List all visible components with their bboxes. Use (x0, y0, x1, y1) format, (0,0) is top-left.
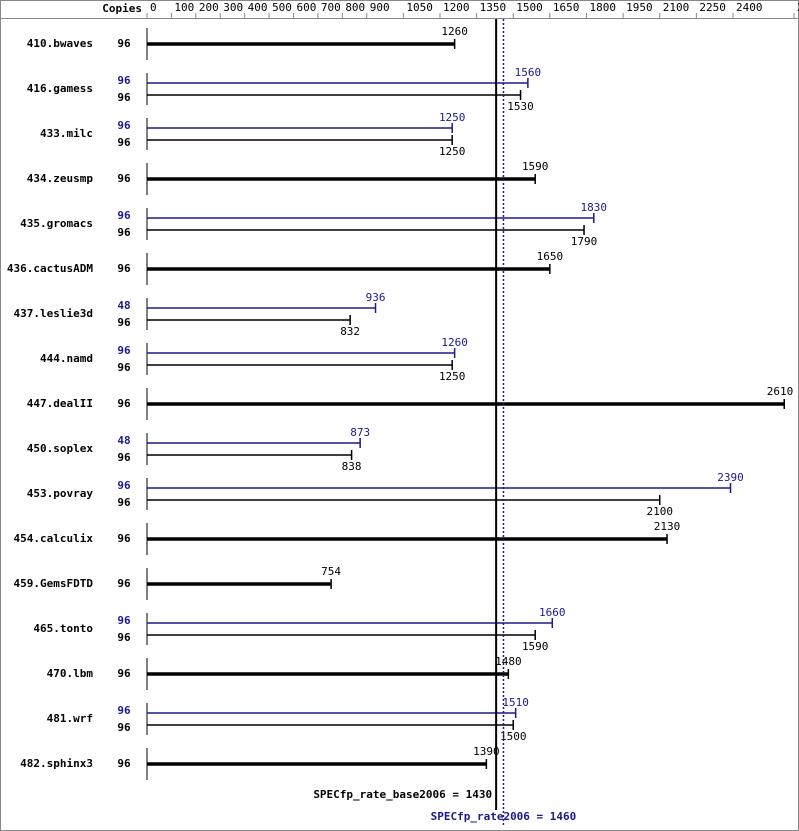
benchmark-name: 465.tonto (33, 622, 93, 635)
value-label: 1260 (441, 25, 468, 38)
copies: 96 (117, 136, 131, 149)
x-tick-label: 1950 (626, 1, 653, 14)
copies: 96 (117, 577, 131, 590)
value-label: 1650 (537, 250, 564, 263)
copies: 96 (117, 119, 131, 132)
reference-label: SPECfp_rate_base2006 = 1430 (313, 788, 492, 801)
value-label: 1590 (522, 160, 549, 173)
copies: 96 (117, 631, 131, 644)
value-label: 1250 (439, 111, 466, 124)
value-label: 1250 (439, 370, 466, 383)
copies: 96 (117, 91, 131, 104)
copies-header: Copies (102, 2, 142, 15)
copies: 96 (117, 37, 131, 50)
x-tick-label: 100 (174, 1, 194, 14)
x-tick-label: 2250 (699, 1, 726, 14)
copies: 96 (117, 532, 131, 545)
x-tick-label: 1650 (553, 1, 580, 14)
benchmark-name: 436.cactusADM (7, 262, 93, 275)
copies: 96 (117, 721, 131, 734)
benchmark-name: 433.milc (40, 127, 93, 140)
value-label: 1260 (441, 336, 468, 349)
benchmark-name: 410.bwaves (27, 37, 93, 50)
value-label: 1500 (500, 730, 527, 743)
x-tick-label: 1800 (589, 1, 616, 14)
benchmark-name: 481.wrf (47, 712, 93, 725)
copies: 48 (117, 299, 130, 312)
value-label: 2390 (717, 471, 744, 484)
value-label: 1250 (439, 145, 466, 158)
value-label: 1510 (502, 696, 529, 709)
copies: 96 (117, 479, 131, 492)
copies: 96 (117, 226, 131, 239)
value-label: 1390 (473, 745, 500, 758)
copies: 96 (117, 172, 131, 185)
x-tick-label: 2650 (797, 1, 799, 14)
x-tick-label: 1050 (406, 1, 433, 14)
x-tick-label: 800 (345, 1, 365, 14)
benchmark-name: 416.gamess (27, 82, 93, 95)
x-tick-label: 900 (370, 1, 390, 14)
benchmark-name: 447.dealII (27, 397, 93, 410)
value-label: 1560 (515, 66, 542, 79)
value-label: 1660 (539, 606, 566, 619)
x-tick-label: 500 (272, 1, 292, 14)
benchmark-name: 459.GemsFDTD (14, 577, 94, 590)
benchmark-name: 444.namd (40, 352, 93, 365)
benchmark-name: 470.lbm (47, 667, 94, 680)
value-label: 1530 (507, 100, 534, 113)
value-label: 754 (321, 565, 341, 578)
value-label: 2100 (646, 505, 673, 518)
benchmark-name: 434.zeusmp (27, 172, 94, 185)
copies: 96 (117, 262, 131, 275)
x-tick-label: 700 (321, 1, 341, 14)
copies: 96 (117, 361, 131, 374)
copies: 48 (117, 434, 130, 447)
copies: 96 (117, 667, 131, 680)
x-tick-label: 1350 (480, 1, 507, 14)
x-tick-label: 2400 (736, 1, 763, 14)
copies: 96 (117, 74, 131, 87)
value-label: 1480 (495, 655, 522, 668)
copies: 96 (117, 614, 131, 627)
value-label: 838 (342, 460, 362, 473)
copies: 96 (117, 451, 131, 464)
benchmark-name: 450.soplex (27, 442, 94, 455)
value-label: 2610 (767, 385, 794, 398)
x-tick-label: 300 (223, 1, 243, 14)
copies: 96 (117, 757, 131, 770)
benchmark-name: 435.gromacs (20, 217, 93, 230)
benchmark-name: 437.leslie3d (14, 307, 93, 320)
copies: 96 (117, 496, 131, 509)
copies: 96 (117, 316, 131, 329)
value-label: 873 (350, 426, 370, 439)
value-label: 1830 (581, 201, 608, 214)
x-tick-label: 0 (150, 1, 157, 14)
value-label: 832 (340, 325, 360, 338)
benchmark-name: 453.povray (27, 487, 94, 500)
x-tick-label: 1200 (443, 1, 470, 14)
x-tick-label: 1500 (516, 1, 543, 14)
x-tick-label: 600 (296, 1, 316, 14)
benchmark-name: 454.calculix (14, 532, 94, 545)
copies: 96 (117, 704, 131, 717)
value-label: 2130 (654, 520, 681, 533)
copies: 96 (117, 397, 131, 410)
x-tick-label: 200 (199, 1, 219, 14)
reference-label: SPECfp_rate2006 = 1460 (431, 810, 577, 823)
x-tick-label: 2100 (663, 1, 690, 14)
x-tick-label: 400 (248, 1, 268, 14)
value-label: 1790 (571, 235, 598, 248)
copies: 96 (117, 209, 131, 222)
benchmark-name: 482.sphinx3 (20, 757, 93, 770)
copies: 96 (117, 344, 131, 357)
value-label: 936 (366, 291, 386, 304)
value-label: 1590 (522, 640, 549, 653)
